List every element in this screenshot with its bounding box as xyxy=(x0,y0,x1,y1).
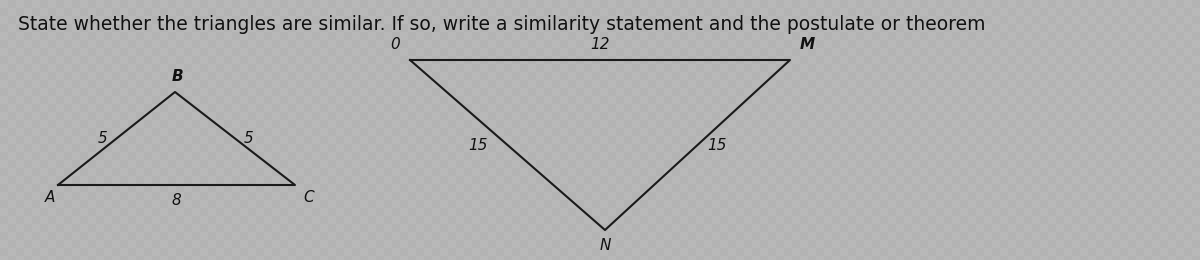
Text: 0: 0 xyxy=(390,37,400,52)
Text: State whether the triangles are similar. If so, write a similarity statement and: State whether the triangles are similar.… xyxy=(18,15,985,34)
Text: B: B xyxy=(172,69,182,84)
Text: 8: 8 xyxy=(172,193,181,208)
Text: 5: 5 xyxy=(244,131,254,146)
Text: 15: 15 xyxy=(468,138,487,153)
Text: 15: 15 xyxy=(708,138,727,153)
Text: 5: 5 xyxy=(97,131,107,146)
Text: M: M xyxy=(800,37,815,52)
Text: C: C xyxy=(302,190,313,205)
Text: 12: 12 xyxy=(590,37,610,52)
Text: N: N xyxy=(599,238,611,253)
Text: A: A xyxy=(44,190,55,205)
